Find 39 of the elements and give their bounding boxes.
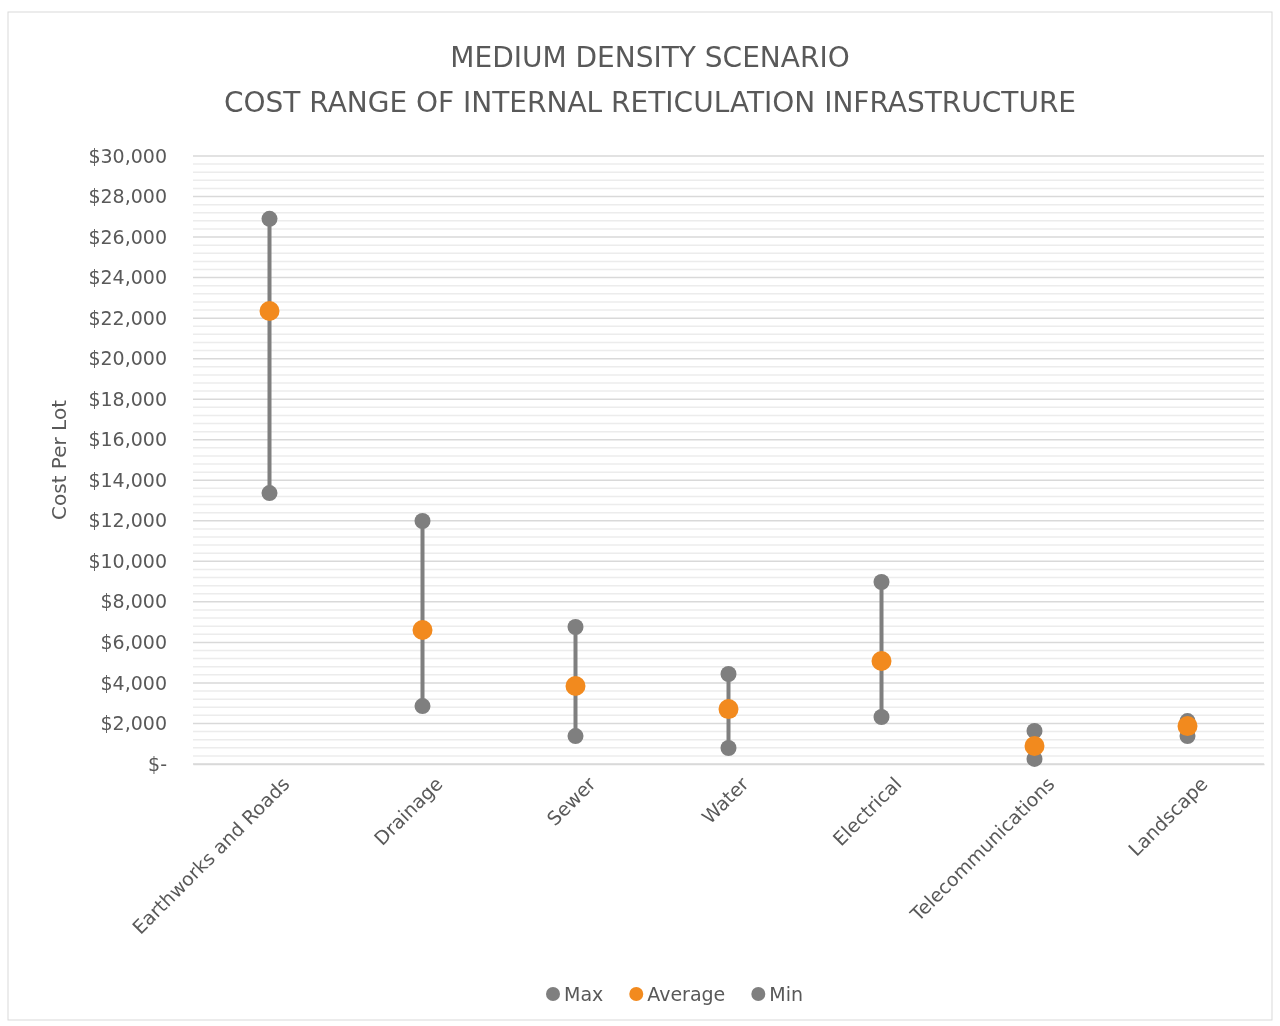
point	[718, 699, 739, 720]
y-tick-label: $20,000	[88, 347, 167, 370]
y-tick-label: $10,000	[88, 549, 167, 572]
y-tick-label: $12,000	[88, 509, 167, 532]
point	[720, 666, 737, 682]
point	[1024, 735, 1045, 756]
y-tick-label: $26,000	[88, 225, 167, 248]
y-tick-label: $2,000	[100, 712, 167, 735]
y-tick-label: $24,000	[88, 266, 167, 289]
y-tick-label: $16,000	[88, 428, 167, 451]
point	[720, 740, 737, 756]
point	[261, 485, 278, 502]
point	[414, 698, 431, 715]
y-tick-label: $28,000	[88, 185, 167, 208]
y-tick-label: $8,000	[100, 590, 167, 613]
chart-title: MEDIUM DENSITY SCENARIO	[450, 41, 850, 74]
chart-subtitle: COST RANGE OF INTERNAL RETICULATION INFRASTRUCTURE	[223, 86, 1077, 119]
legend-label: Average	[647, 982, 726, 1005]
point	[567, 728, 584, 745]
y-tick-label: $4,000	[100, 671, 167, 694]
point	[567, 619, 584, 635]
point	[259, 301, 280, 322]
point	[871, 651, 892, 672]
point	[1177, 716, 1198, 737]
point	[873, 574, 890, 590]
legend-label: Max	[564, 982, 604, 1005]
point	[261, 210, 278, 227]
y-axis-title: Cost Per Lot	[47, 399, 71, 520]
point	[565, 675, 586, 696]
y-tick-label: $30,000	[88, 144, 167, 167]
y-tick-label: $14,000	[88, 468, 167, 491]
point	[414, 513, 431, 529]
point	[412, 620, 433, 641]
y-tick-label: $18,000	[88, 387, 167, 410]
point	[873, 709, 890, 725]
legend-label: Min	[769, 982, 804, 1005]
y-tick-label: $6,000	[100, 630, 167, 653]
y-tick-label: $22,000	[88, 306, 167, 329]
y-tick-label: $-	[148, 752, 167, 775]
